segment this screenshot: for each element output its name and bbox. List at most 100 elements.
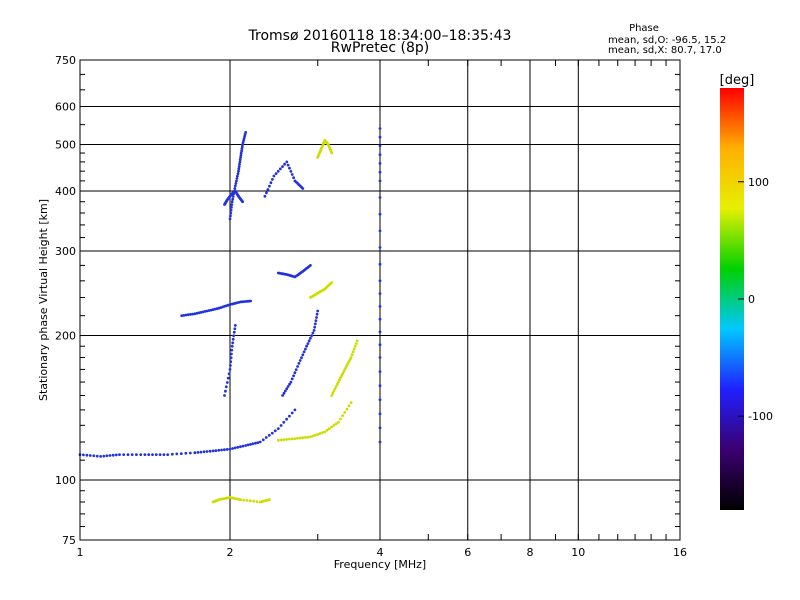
data-point xyxy=(82,453,85,457)
data-point xyxy=(378,370,382,373)
data-point xyxy=(301,187,305,190)
data-point xyxy=(229,211,233,215)
data-point xyxy=(311,331,315,335)
data-point xyxy=(147,453,151,456)
data-point xyxy=(223,448,226,452)
data-point xyxy=(314,319,318,323)
data-point xyxy=(347,404,351,408)
data-point xyxy=(202,450,206,454)
data-point xyxy=(378,398,382,402)
y-tick-label: 300 xyxy=(55,245,76,258)
x-axis-ticks: 1 2 4 6 8 10 16 xyxy=(77,60,687,559)
data-point xyxy=(279,438,283,442)
y-tick-label: 75 xyxy=(62,534,76,547)
data-point xyxy=(130,453,134,456)
data-point xyxy=(290,437,294,441)
data-point xyxy=(330,281,334,284)
y-axis-ticks: 75 100 200 300 400 500 600 750 xyxy=(55,54,680,547)
data-point xyxy=(239,498,243,502)
data-point xyxy=(281,165,284,169)
data-point xyxy=(378,196,382,199)
data-point xyxy=(300,356,303,360)
data-point xyxy=(229,356,233,360)
data-point xyxy=(223,394,226,397)
data-point xyxy=(279,424,283,427)
data-point xyxy=(378,317,382,321)
data-point xyxy=(233,324,237,327)
data-point xyxy=(302,350,306,354)
data-point xyxy=(240,145,244,149)
data-point xyxy=(338,378,341,382)
data-point xyxy=(301,436,305,440)
data-point xyxy=(245,499,249,502)
data-point xyxy=(240,147,244,151)
data-point xyxy=(335,382,339,386)
data-point xyxy=(353,345,357,348)
data-point xyxy=(193,312,197,316)
data-point xyxy=(331,391,335,395)
chart-subtitle: RwPretec (8p) xyxy=(331,40,429,56)
x-tick-label: 6 xyxy=(464,546,471,559)
data-point xyxy=(237,169,240,173)
data-point xyxy=(230,352,233,356)
data-point xyxy=(266,188,270,191)
colorbar-tick-label: -100 xyxy=(748,410,773,423)
data-point xyxy=(229,214,232,218)
x-axis-label: Frequency [MHz] xyxy=(334,558,426,571)
data-point xyxy=(311,434,315,438)
y-tick-label: 200 xyxy=(55,330,76,343)
data-point xyxy=(378,440,382,444)
data-point xyxy=(339,376,342,380)
data-point xyxy=(235,177,239,180)
data-point xyxy=(231,337,235,341)
data-point xyxy=(349,356,353,359)
data-point xyxy=(195,311,199,315)
data-point xyxy=(237,165,241,169)
data-point xyxy=(166,453,170,456)
data-point xyxy=(283,389,287,393)
data-point xyxy=(352,347,356,351)
data-point xyxy=(228,447,232,451)
data-point xyxy=(268,498,271,502)
data-point xyxy=(378,262,382,266)
data-point xyxy=(205,450,209,453)
data-point xyxy=(114,453,118,457)
data-point xyxy=(282,391,286,395)
data-point xyxy=(268,184,271,188)
data-point xyxy=(378,135,382,139)
data-point xyxy=(282,438,286,442)
data-point xyxy=(236,174,239,178)
data-point xyxy=(313,322,317,326)
x-tick-label: 8 xyxy=(527,546,534,559)
data-point xyxy=(330,425,333,429)
data-point xyxy=(289,170,293,173)
x-tick-label: 2 xyxy=(227,546,234,559)
data-point xyxy=(186,313,190,317)
data-point xyxy=(85,453,89,457)
data-point xyxy=(378,144,382,148)
data-point xyxy=(288,166,291,170)
data-point xyxy=(175,452,179,456)
x-tick-label: 10 xyxy=(571,546,585,559)
data-point xyxy=(233,187,237,190)
data-point xyxy=(188,451,192,455)
y-tick-label: 400 xyxy=(55,185,76,198)
data-point xyxy=(265,191,268,195)
data-point xyxy=(239,151,243,155)
data-point xyxy=(267,433,271,437)
data-point xyxy=(332,424,336,427)
data-point xyxy=(303,436,307,439)
data-point xyxy=(285,417,288,421)
data-point xyxy=(203,310,207,313)
data-point xyxy=(310,334,313,338)
data-point xyxy=(225,381,229,384)
data-point xyxy=(378,384,382,388)
data-point xyxy=(313,433,317,437)
data-point xyxy=(233,446,237,450)
data-point xyxy=(238,158,242,162)
grid-lines xyxy=(80,60,680,540)
data-point xyxy=(378,330,382,334)
data-point xyxy=(290,411,294,415)
data-point xyxy=(297,362,301,365)
